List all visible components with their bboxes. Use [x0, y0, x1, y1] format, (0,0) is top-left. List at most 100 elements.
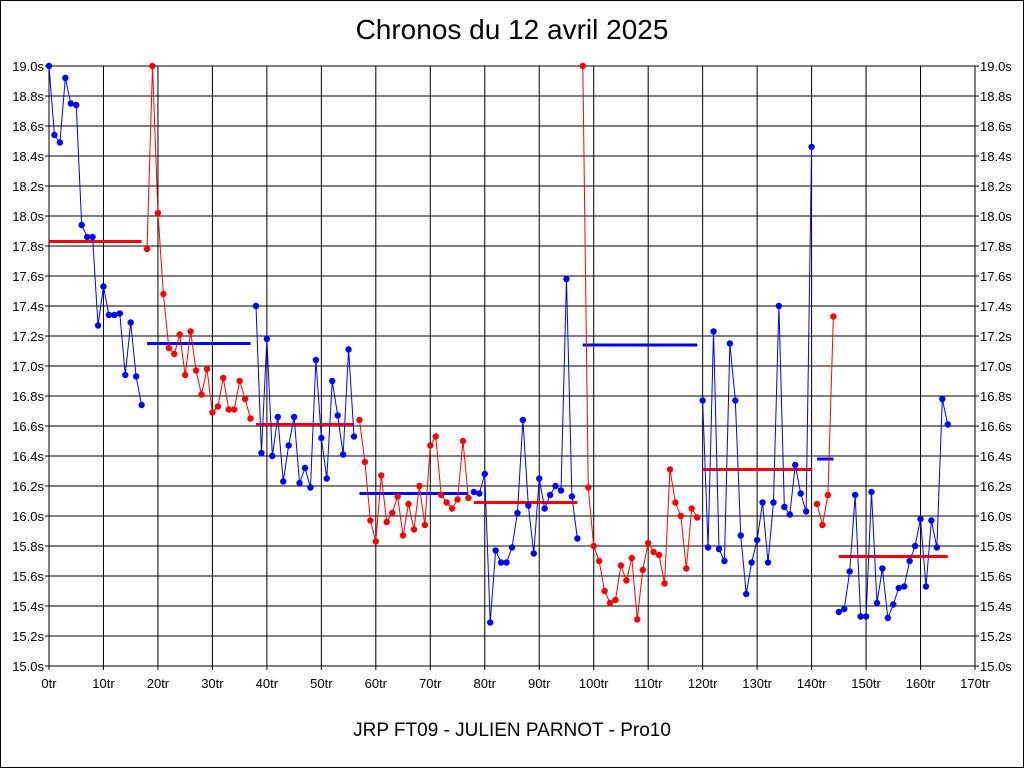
lap-point — [846, 568, 853, 575]
lap-point — [258, 449, 265, 457]
lap-point — [67, 100, 74, 107]
y-tick-label-left: 17.6s — [12, 269, 44, 284]
lap-point — [541, 505, 548, 512]
lap-point — [318, 434, 325, 442]
lap-point — [410, 526, 418, 533]
lap-point — [345, 346, 352, 353]
lap-point — [617, 562, 625, 569]
lap-point — [269, 452, 276, 460]
x-tick-label: 80tr — [474, 676, 497, 691]
lap-point — [819, 521, 826, 529]
lap-point — [154, 209, 162, 217]
lap-point — [683, 565, 690, 572]
x-tick-label: 150tr — [851, 676, 881, 691]
y-tick-label-left: 16.6s — [12, 419, 44, 434]
lap-point — [476, 490, 483, 497]
lap-point — [176, 331, 183, 338]
lap-point — [906, 557, 913, 565]
lap-point — [192, 367, 200, 374]
lap-point — [416, 482, 423, 490]
lap-point — [274, 413, 281, 421]
x-tick-label: 50tr — [310, 676, 333, 691]
y-tick-label-left: 15.2s — [12, 629, 44, 644]
lap-point — [465, 494, 472, 502]
x-tick-label: 120tr — [688, 676, 718, 691]
lap-point — [214, 403, 222, 410]
lap-point — [487, 619, 494, 626]
lap-point — [149, 62, 156, 70]
lap-point — [841, 605, 848, 613]
lap-point — [922, 583, 930, 590]
lap-point — [89, 233, 96, 241]
lap-point — [546, 491, 554, 499]
x-tick-label: 130tr — [742, 676, 772, 691]
lap-point — [900, 583, 908, 590]
lap-point — [655, 551, 663, 559]
series-line — [816, 316, 834, 526]
lap-point — [677, 512, 685, 520]
lap-point — [443, 499, 450, 506]
lap-point — [394, 493, 401, 500]
lap-point — [171, 350, 178, 358]
y-tick-label-left: 16.2s — [12, 479, 44, 494]
chart-subtitle: JRP FT09 - JULIEN PARNOT - Pro10 — [353, 720, 671, 741]
lap-point — [236, 377, 243, 385]
lap-point — [83, 233, 91, 241]
lap-point — [143, 245, 151, 253]
lap-point — [78, 221, 85, 229]
lap-point — [356, 416, 363, 424]
lap-point — [928, 517, 935, 524]
y-tick-label-right: 15.8s — [980, 539, 1012, 554]
x-tick-label: 140tr — [797, 676, 827, 691]
lap-point — [73, 101, 80, 109]
lap-point — [672, 499, 679, 506]
y-tick-label-right: 15.2s — [980, 629, 1012, 644]
lap-point — [775, 302, 783, 310]
lap-point — [868, 488, 875, 496]
lap-point — [138, 401, 145, 409]
y-tick-label-left: 17.0s — [12, 359, 44, 374]
y-tick-label-right: 15.4s — [980, 599, 1012, 614]
lap-point — [530, 550, 537, 557]
lap-point — [612, 596, 619, 604]
lap-point — [350, 433, 358, 440]
lap-point — [116, 310, 124, 317]
lap-point — [383, 518, 390, 526]
y-tick-label-right: 18.0s — [980, 209, 1012, 224]
lap-point — [590, 542, 597, 550]
y-tick-label-left: 18.4s — [12, 149, 44, 164]
lap-point — [252, 302, 260, 310]
y-tick-label-right: 16.4s — [980, 449, 1012, 464]
y-tick-label-left: 16.0s — [12, 509, 44, 524]
lap-point — [873, 599, 881, 607]
y-tick-label-right: 15.6s — [980, 569, 1012, 584]
lap-point — [231, 406, 238, 413]
lap-point — [634, 616, 641, 623]
lap-point — [536, 475, 543, 482]
lap-point — [797, 490, 804, 497]
lap-point — [710, 328, 717, 335]
y-tick-label-left: 17.2s — [12, 329, 44, 344]
lap-point — [220, 374, 227, 382]
lap-point — [432, 433, 439, 440]
lap-point — [241, 395, 249, 403]
x-tick-label: 60tr — [365, 676, 388, 691]
lap-point — [884, 614, 892, 622]
lap-point — [421, 521, 429, 529]
y-tick-label-right: 17.0s — [980, 359, 1012, 374]
lap-point — [737, 532, 744, 539]
x-tick-label: 100tr — [579, 676, 609, 691]
lap-point — [601, 587, 608, 595]
lap-point — [105, 311, 113, 319]
lap-point — [688, 505, 695, 512]
series-line — [582, 65, 698, 620]
y-tick-label-left: 15.6s — [12, 569, 44, 584]
lap-point — [552, 482, 559, 490]
lap-point — [933, 544, 941, 551]
x-tick-label: 70tr — [419, 676, 442, 691]
lap-point — [715, 545, 723, 553]
y-tick-label-left: 17.8s — [12, 239, 44, 254]
lap-point — [94, 322, 102, 329]
lap-point — [290, 413, 298, 421]
